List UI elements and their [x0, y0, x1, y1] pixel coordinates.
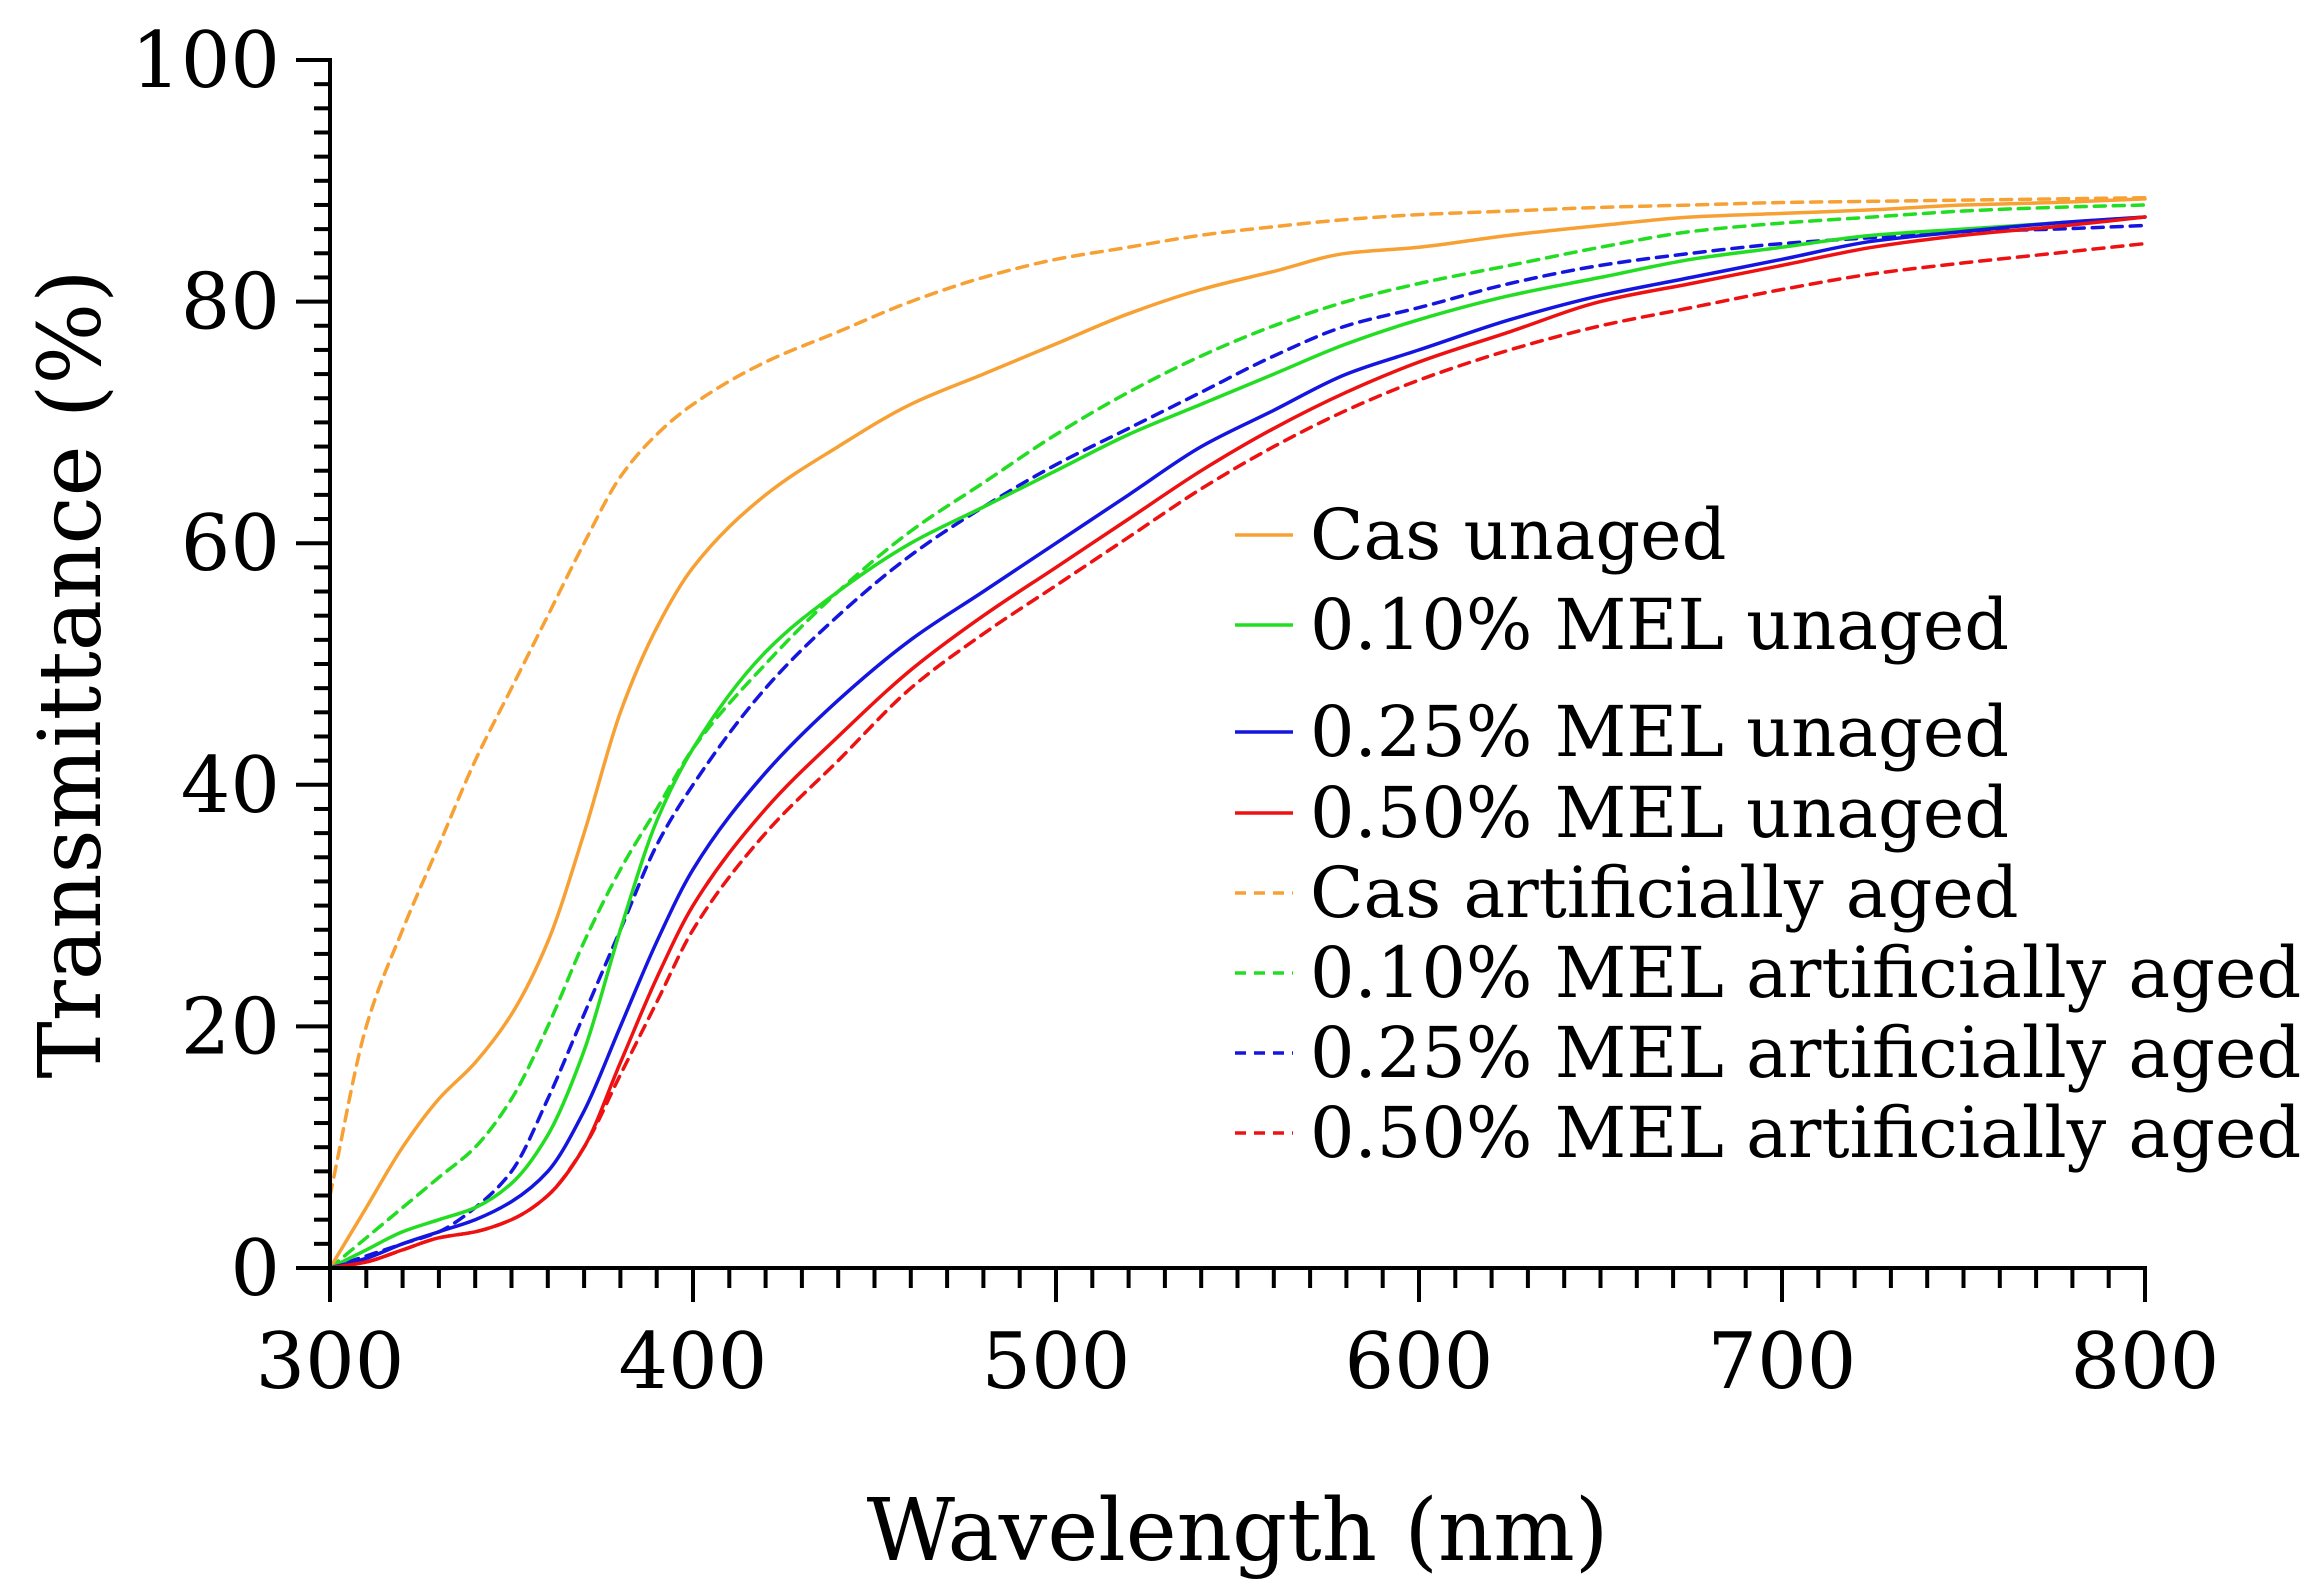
- x-tick-label: 400: [619, 1317, 768, 1407]
- x-tick-label: 300: [256, 1317, 405, 1407]
- legend-label-0-25pct-mel-unaged: 0.25% MEL unaged: [1310, 691, 2009, 773]
- x-tick-label: 700: [1708, 1317, 1857, 1407]
- series-layer: [328, 195, 2147, 1270]
- series-line-0-50pct-mel-unaged: [328, 215, 2147, 1270]
- series-line-cas-artificially-aged: [328, 195, 2147, 1198]
- series-line-cas-unaged: [328, 197, 2147, 1270]
- legend-label-cas-unaged: Cas unaged: [1310, 494, 1726, 576]
- y-tick-label: 20: [181, 982, 280, 1072]
- series-line-0-25pct-mel-unaged: [328, 215, 2147, 1270]
- legend-label-0-50pct-mel-artificially-aged: 0.50% MEL artificially aged: [1310, 1092, 2301, 1174]
- y-axis-title: Transmittance (%): [21, 269, 121, 1078]
- y-tick-label: 80: [181, 258, 280, 348]
- x-tick-label: 500: [982, 1317, 1131, 1407]
- x-axis-title: Wavelength (nm): [867, 1481, 1609, 1581]
- series-line-0-50pct-mel-artificially-aged: [328, 241, 2147, 1270]
- y-tick-label: 0: [230, 1224, 280, 1314]
- legend-label-0-10pct-mel-artificially-aged: 0.10% MEL artificially aged: [1310, 932, 2301, 1014]
- y-tick-label: 100: [131, 16, 280, 106]
- legend-label-cas-artificially-aged: Cas artificially aged: [1310, 852, 2019, 934]
- ticks-layer: [296, 58, 2147, 1302]
- y-tick-label: 60: [181, 499, 280, 589]
- tick-labels: 0 20 40 60 80 100 300 400 500 600 700 800: [131, 16, 2219, 1407]
- y-tick-label: 40: [181, 741, 280, 831]
- legend-label-0-25pct-mel-artificially-aged: 0.25% MEL artificially aged: [1310, 1012, 2301, 1094]
- x-tick-label: 800: [2071, 1317, 2220, 1407]
- series-line-0-25pct-mel-artificially-aged: [328, 223, 2147, 1270]
- legend-label-0-50pct-mel-unaged: 0.50% MEL unaged: [1310, 772, 2009, 854]
- x-tick-label: 600: [1345, 1317, 1494, 1407]
- series-line-0-10pct-mel-unaged: [328, 215, 2147, 1270]
- series-line-0-10pct-mel-artificially-aged: [328, 203, 2147, 1270]
- legend-label-0-10pct-mel-unaged: 0.10% MEL unaged: [1310, 584, 2009, 666]
